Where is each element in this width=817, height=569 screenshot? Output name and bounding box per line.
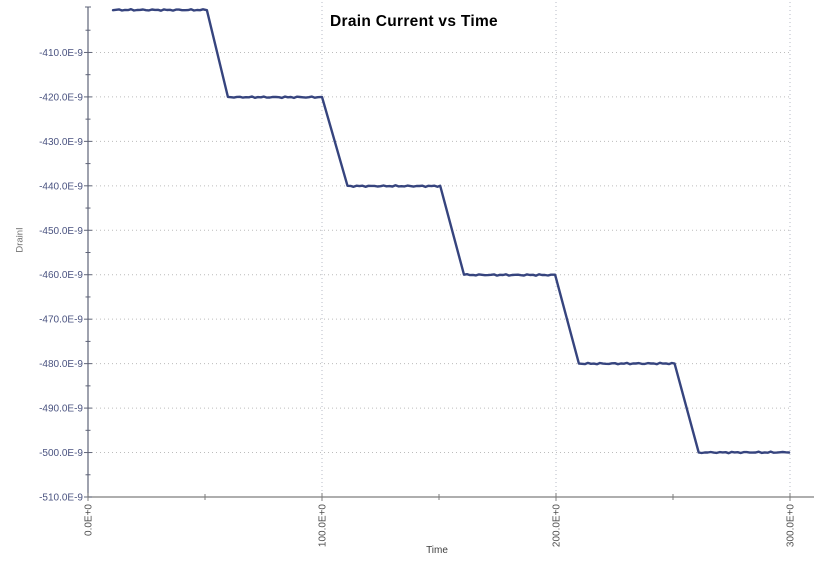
y-tick-label: -490.0E-9 xyxy=(39,404,83,415)
y-tick-label: -510.0E-9 xyxy=(39,493,83,504)
y-tick-label: -480.0E-9 xyxy=(39,359,83,370)
y-tick-label: -440.0E-9 xyxy=(39,181,83,192)
y-tick-label: -460.0E-9 xyxy=(39,270,83,281)
drain-current-trace xyxy=(111,7,791,455)
x-axis-title: Time xyxy=(426,545,448,556)
y-tick-label: -500.0E-9 xyxy=(39,448,83,459)
y-tick-label: -410.0E-9 xyxy=(39,48,83,59)
y-tick-label: -470.0E-9 xyxy=(39,315,83,326)
y-tick-label: -430.0E-9 xyxy=(39,137,83,148)
x-tick-label: 0.0E+0 xyxy=(84,504,95,536)
chart-title: Drain Current vs Time xyxy=(330,13,498,30)
x-tick-label: 300.0E+0 xyxy=(786,504,797,548)
x-tick-label: 100.0E+0 xyxy=(318,504,329,548)
x-tick-label: 200.0E+0 xyxy=(552,504,563,548)
y-tick-label: -450.0E-9 xyxy=(39,226,83,237)
y-tick-label: -420.0E-9 xyxy=(39,92,83,103)
